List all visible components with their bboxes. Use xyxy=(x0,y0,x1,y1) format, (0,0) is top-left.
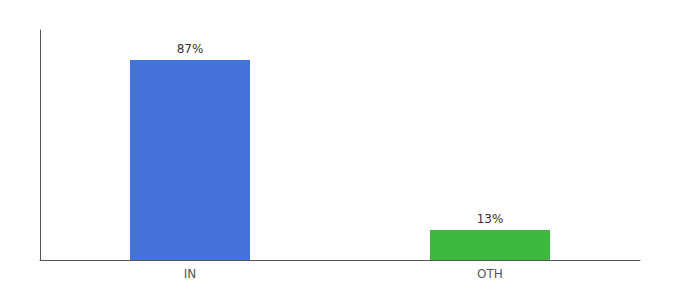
svg-text:87%: 87% xyxy=(177,42,204,56)
svg-text:13%: 13% xyxy=(477,212,504,226)
svg-text:OTH: OTH xyxy=(477,267,503,281)
svg-text:IN: IN xyxy=(184,267,197,281)
